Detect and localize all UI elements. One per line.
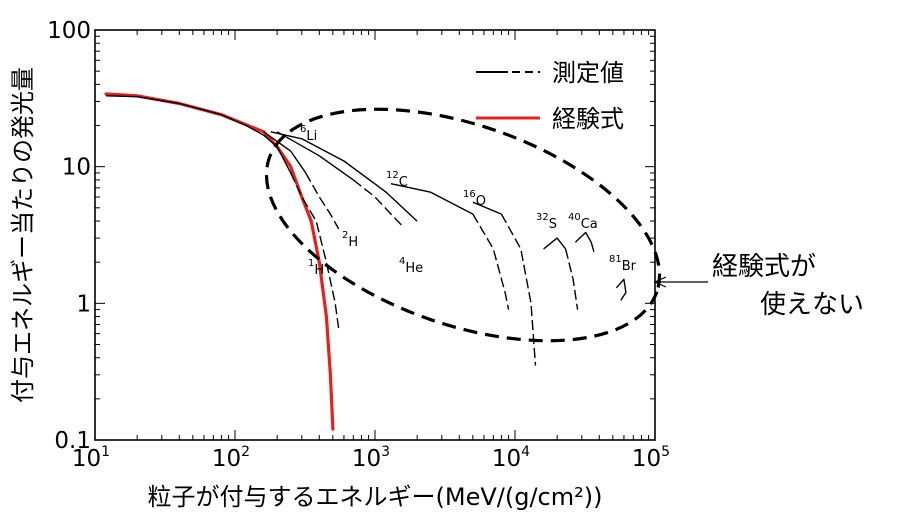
axis-ticks bbox=[94, 30, 655, 441]
series-line-4He-solid bbox=[276, 131, 354, 181]
series-line-4He-dashed bbox=[352, 179, 405, 228]
series-line-32S-dashed bbox=[564, 248, 579, 310]
x-tick-label: 101 bbox=[72, 444, 110, 472]
series-line-16O-dashed bbox=[500, 213, 537, 366]
isotope-label-12C: 12C bbox=[386, 170, 408, 190]
legend-label-empirical: 経験式 bbox=[552, 105, 624, 133]
x-tick-labels: 101 102 103 104 105 bbox=[72, 444, 670, 472]
series-line-2H-solid bbox=[263, 131, 307, 174]
series-line-32S-solid bbox=[543, 237, 567, 250]
series-line-12C-dashed bbox=[472, 213, 510, 310]
series-line-16O-solid bbox=[472, 201, 502, 215]
annotation-line-2: 使えない bbox=[760, 290, 864, 320]
series-line-40Ca-solid bbox=[574, 231, 592, 243]
isotope-label-16O: 16O bbox=[463, 189, 486, 209]
legend-label-measured: 測定値 bbox=[552, 59, 624, 87]
y-tick-labels: 0.1 1 10 100 bbox=[47, 18, 91, 454]
series-line-81Br-solid bbox=[615, 278, 627, 301]
plot-frame bbox=[94, 29, 656, 441]
y-tick-label: 1 bbox=[76, 291, 91, 317]
x-axis-label: 粒子が付与するエネルギー(MeV/(g/cm²)) bbox=[148, 483, 603, 511]
x-tick-label: 102 bbox=[212, 444, 250, 472]
isotope-label-6Li: 6Li bbox=[300, 124, 317, 144]
x-tick-label: 103 bbox=[352, 444, 390, 472]
series-line-6Li-solid bbox=[270, 131, 418, 222]
y-axis-label: 付与エネルギー当たりの発光量 bbox=[9, 67, 37, 403]
isotope-labels: 1H 2H 4He 6Li 12C 16O 32S 40Ca 81Br bbox=[300, 124, 637, 278]
isotope-label-40Ca: 40Ca bbox=[568, 212, 598, 232]
y-tick-label: 100 bbox=[47, 18, 91, 44]
series-line-2H-dashed bbox=[305, 172, 340, 230]
x-tick-label: 105 bbox=[632, 444, 670, 472]
arrow-head bbox=[653, 276, 667, 288]
series-line-12C-solid bbox=[390, 183, 474, 215]
x-tick-label: 104 bbox=[492, 444, 530, 472]
isotope-label-4He: 4He bbox=[399, 256, 423, 276]
isotope-label-32S: 32S bbox=[536, 212, 557, 232]
isotope-label-81Br: 81Br bbox=[609, 254, 637, 274]
isotope-label-1H: 1H bbox=[308, 258, 324, 278]
isotope-label-2H: 2H bbox=[342, 230, 358, 250]
series-line-1H-dashed bbox=[290, 172, 340, 329]
y-tick-label: 0.1 bbox=[54, 428, 91, 454]
highlight-ellipse bbox=[264, 107, 662, 343]
series-line-40Ca-dashed bbox=[590, 242, 596, 255]
legend: 測定値 経験式 bbox=[476, 59, 624, 133]
annotation-line-1: 経験式が bbox=[712, 252, 816, 282]
series-layer bbox=[104, 92, 627, 431]
y-tick-label: 10 bbox=[62, 155, 91, 181]
